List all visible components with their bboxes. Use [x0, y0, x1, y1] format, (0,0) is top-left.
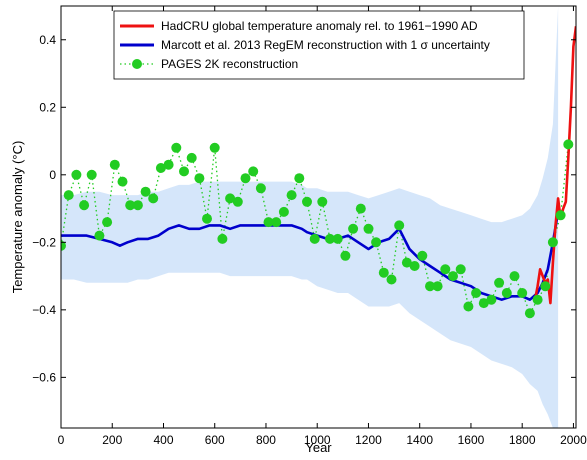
pages2k-point — [401, 257, 412, 268]
pages2k-point — [340, 250, 351, 261]
pages2k-point — [547, 237, 558, 248]
pages2k-point — [132, 200, 143, 211]
pages2k-point — [455, 264, 466, 275]
pages2k-point — [163, 159, 174, 170]
y-tick-label: −0.2 — [32, 235, 56, 249]
pages2k-point — [386, 274, 397, 285]
y-axis-label: Temperature anomaly (°C) — [10, 141, 25, 294]
pages2k-point — [117, 176, 128, 187]
x-tick-label: 2000 — [560, 433, 587, 447]
x-axis-label: Year — [305, 440, 332, 455]
pages2k-point — [501, 288, 512, 298]
pages2k-point — [332, 233, 343, 244]
pages2k-point — [540, 281, 551, 292]
legend-box — [113, 10, 525, 80]
pages2k-point — [363, 223, 374, 234]
x-tick-label: 1000 — [304, 433, 331, 447]
pages2k-point — [286, 190, 297, 201]
uncertainty-band-layer — [61, 6, 559, 428]
pages2k-point — [378, 267, 389, 278]
y-tick-label: 0.4 — [39, 33, 56, 47]
pages2k-point — [255, 183, 266, 194]
pages2k-point — [155, 163, 166, 173]
y-tick-label: −0.4 — [32, 303, 56, 317]
pages2k-point — [524, 308, 535, 319]
axis-ticks: 0 200 400 600 800 1000 1200 1400 1600 1800 2000 −0.… — [32, 6, 587, 447]
pages2k-point — [486, 294, 497, 305]
legend: HadCRU global temperature anomaly rel. t… — [113, 10, 525, 80]
pages2k-point — [248, 166, 259, 177]
pages2k-point — [394, 220, 405, 231]
legend-entry-hadcru-label: HadCRU global temperature anomaly rel. t… — [161, 19, 478, 33]
x-tick-label: 200 — [102, 433, 122, 447]
pages2k-point — [532, 294, 543, 305]
pages2k-point — [179, 166, 189, 177]
pages2k-point — [440, 264, 451, 275]
pages2k-point — [186, 152, 197, 163]
pages2k-point — [240, 173, 251, 184]
pages2k-point — [417, 250, 428, 261]
y-tick-label: 0 — [49, 168, 56, 182]
pages2k-point — [294, 173, 305, 184]
pages2k-point — [61, 240, 66, 251]
pages2k-point — [317, 196, 328, 207]
pages2k-point — [355, 203, 366, 214]
pages2k-point — [140, 186, 151, 197]
x-tick-label: 0 — [58, 433, 65, 447]
pages2k-point — [232, 196, 243, 207]
x-tick-label: 400 — [153, 433, 173, 447]
pages2k-point — [263, 217, 274, 228]
pages2k-point — [148, 193, 159, 204]
pages2k-point — [509, 271, 520, 282]
y-tick-label: −0.6 — [32, 370, 56, 384]
pages2k-point — [409, 261, 420, 271]
pages2k-point — [217, 233, 228, 244]
pages2k-point — [79, 200, 90, 211]
x-tick-label: 600 — [205, 433, 225, 447]
pages2k-point — [171, 142, 182, 153]
pages2k-point — [202, 213, 212, 224]
x-tick-label: 1800 — [509, 433, 536, 447]
legend-entry-pages2k-marker — [132, 59, 142, 69]
marcott-line — [61, 211, 560, 301]
marcott-uncertainty-band — [61, 6, 559, 428]
legend-entry-marcott-label: Marcott et al. 2013 RegEM reconstruction… — [161, 38, 490, 52]
pages2k-point — [125, 200, 136, 211]
pages2k-point — [555, 210, 566, 221]
pages2k-point — [563, 139, 574, 150]
pages2k-point — [209, 142, 220, 153]
pages2k-point — [309, 233, 320, 244]
x-tick-label: 800 — [256, 433, 276, 447]
pages2k-point — [271, 217, 282, 228]
pages2k-point — [71, 169, 82, 180]
pages2k-point — [194, 173, 205, 184]
pages2k-point — [109, 159, 120, 170]
plot-frame — [60, 5, 577, 429]
x-tick-label: 1200 — [355, 433, 382, 447]
pages2k-point — [325, 233, 335, 244]
pages2k-point — [432, 281, 443, 292]
pages2k-point — [517, 288, 528, 298]
pages2k-point — [425, 281, 435, 292]
pages2k-point — [348, 223, 359, 234]
x-tick-label: 1600 — [458, 433, 485, 447]
pages2k-point — [102, 217, 113, 228]
y-tick-label: 0.2 — [39, 100, 56, 114]
pages2k-point — [225, 193, 236, 204]
pages2k-point — [302, 196, 312, 207]
pages2k-point — [463, 301, 474, 312]
pages2k-point — [63, 190, 74, 201]
pages2k-point — [371, 237, 382, 248]
pages2k-point — [448, 271, 458, 282]
pages2k-point — [94, 230, 105, 241]
pages2k-point — [494, 277, 505, 288]
pages2k-point — [478, 298, 489, 309]
x-tick-label: 1400 — [406, 433, 433, 447]
pages2k-point — [278, 206, 289, 217]
pages2k-point — [86, 169, 97, 180]
pages2k-point — [471, 288, 482, 298]
legend-entry-pages2k-label: PAGES 2K reconstruction — [161, 57, 298, 71]
series-layer — [61, 26, 576, 319]
